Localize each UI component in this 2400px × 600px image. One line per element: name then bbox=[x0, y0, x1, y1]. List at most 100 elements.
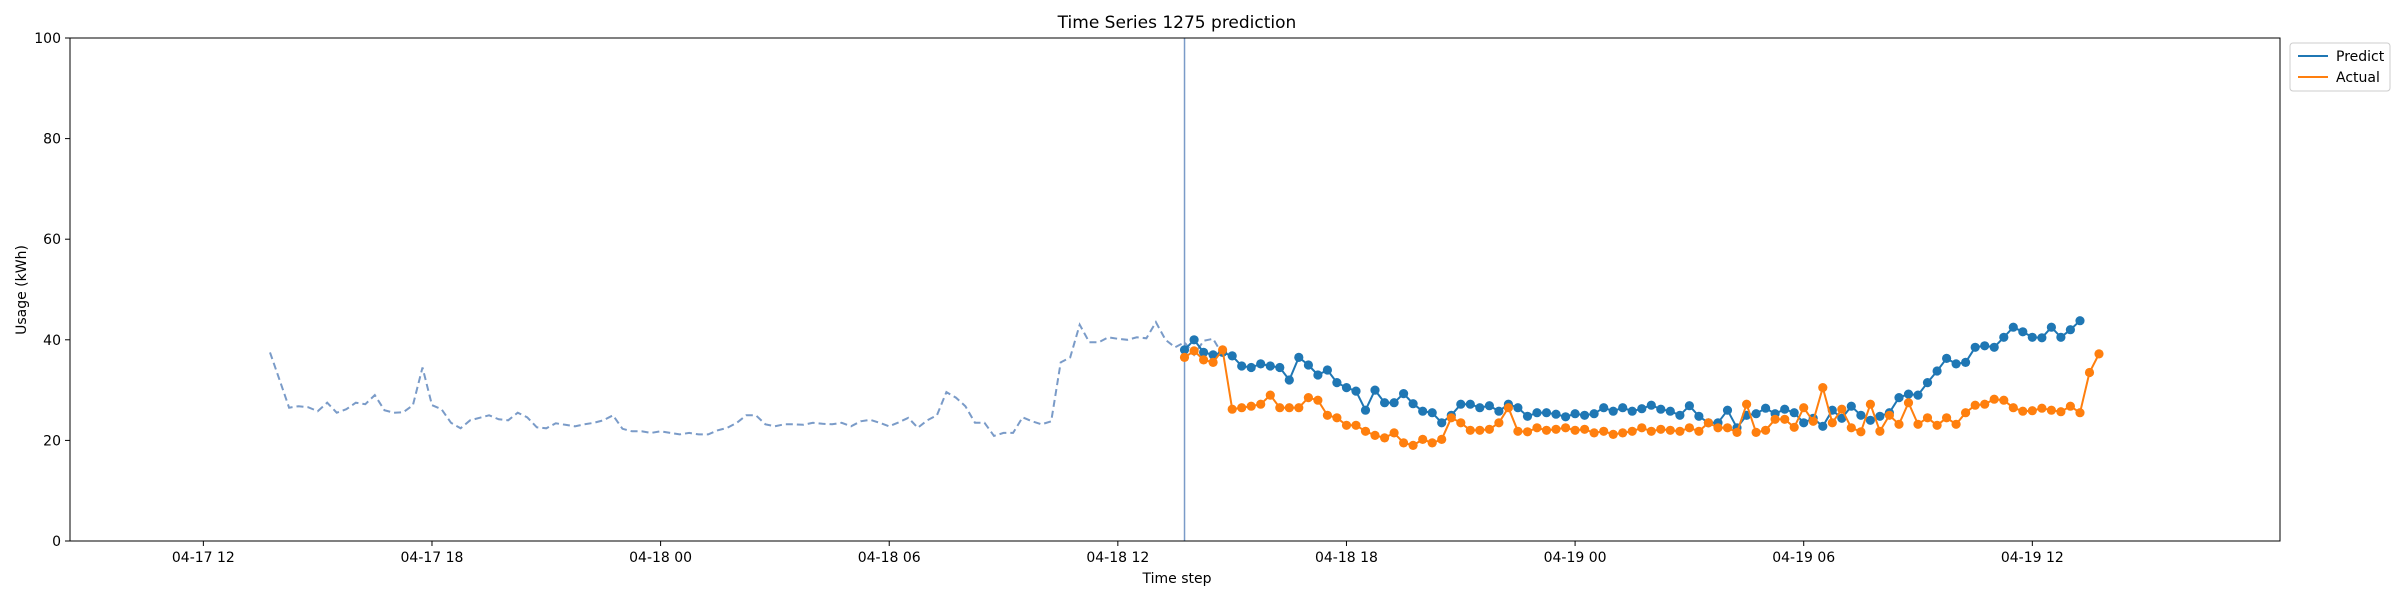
actual-point bbox=[1722, 423, 1733, 433]
predict-point bbox=[1789, 408, 1799, 418]
predict-point bbox=[1408, 399, 1418, 409]
actual-point bbox=[1589, 428, 1599, 438]
predict-point bbox=[1627, 406, 1637, 416]
y-tick-label: 0 bbox=[52, 534, 61, 550]
actual-point bbox=[1351, 420, 1361, 430]
predict-point bbox=[2065, 325, 2075, 335]
predict-point bbox=[1399, 389, 1409, 399]
predict-point bbox=[1380, 398, 1390, 408]
predict-point bbox=[1932, 366, 1942, 376]
predict-point bbox=[1256, 359, 1266, 369]
actual-point bbox=[1856, 427, 1866, 437]
predict-point bbox=[1799, 418, 1809, 428]
actual-point bbox=[1294, 403, 1304, 413]
actual-point bbox=[1446, 413, 1456, 423]
actual-point bbox=[1570, 425, 1580, 435]
actual-point bbox=[1494, 418, 1504, 428]
predict-point bbox=[1179, 345, 1190, 355]
predict-point bbox=[1599, 403, 1609, 413]
predict-point bbox=[2056, 332, 2066, 342]
actual-point bbox=[1703, 418, 1713, 428]
actual-point bbox=[1961, 408, 1971, 418]
predict-point bbox=[1837, 413, 1847, 423]
actual-point bbox=[1370, 430, 1380, 440]
actual-point bbox=[1541, 425, 1552, 435]
predict-point bbox=[1951, 359, 1961, 369]
x-tick-label: 04-17 18 bbox=[401, 550, 464, 566]
actual-point bbox=[1922, 413, 1933, 423]
legend-actual-label: Actual bbox=[2336, 70, 2380, 86]
predict-point bbox=[2008, 322, 2018, 332]
predict-point bbox=[1522, 411, 1533, 421]
actual-point bbox=[1199, 355, 1209, 365]
predict-point bbox=[1875, 411, 1885, 421]
history-line bbox=[269, 320, 1224, 438]
y-tick-label: 80 bbox=[43, 132, 61, 148]
actual-point bbox=[1427, 438, 1437, 448]
actual-point bbox=[1246, 401, 1256, 411]
x-tick-label: 04-18 12 bbox=[1086, 550, 1149, 566]
actual-point bbox=[1942, 413, 1952, 423]
actual-point bbox=[1875, 426, 1885, 436]
predict-point bbox=[1780, 404, 1790, 414]
predict-point bbox=[1389, 398, 1399, 408]
actual-point bbox=[1951, 419, 1961, 429]
predict-point bbox=[1761, 403, 1771, 413]
y-tick-label: 100 bbox=[34, 31, 61, 47]
predict-point bbox=[1694, 411, 1704, 421]
x-tick-label: 04-18 18 bbox=[1315, 550, 1378, 566]
actual-point bbox=[1713, 423, 1723, 433]
actual-point bbox=[1932, 420, 1942, 430]
actual-point bbox=[2008, 403, 2018, 413]
predict-point bbox=[2037, 333, 2047, 343]
actual-point bbox=[1437, 434, 1447, 444]
actual-point bbox=[1522, 427, 1533, 437]
actual-point bbox=[1513, 426, 1523, 436]
actual-point bbox=[2094, 349, 2104, 359]
plot-area bbox=[269, 38, 2104, 541]
actual-point bbox=[1551, 424, 1561, 434]
actual-point bbox=[1894, 419, 1904, 429]
predict-point bbox=[1275, 362, 1285, 373]
actual-point bbox=[1865, 399, 1875, 409]
predict-point bbox=[1656, 404, 1666, 414]
actual-point bbox=[1846, 423, 1856, 433]
predict-point bbox=[1551, 409, 1561, 419]
x-tick-label: 04-19 06 bbox=[1772, 550, 1835, 566]
predict-point bbox=[1618, 403, 1628, 413]
actual-point bbox=[1903, 398, 1914, 408]
actual-point bbox=[1999, 395, 2009, 405]
predict-point bbox=[1465, 399, 1475, 409]
predict-point bbox=[2075, 316, 2085, 326]
actual-point bbox=[1179, 352, 1190, 362]
legend-predict-label: Predict bbox=[2336, 49, 2385, 65]
predict-point bbox=[1189, 335, 1199, 345]
x-tick-label: 04-18 06 bbox=[858, 550, 921, 566]
y-tick-label: 20 bbox=[43, 433, 61, 449]
predict-point bbox=[1418, 406, 1428, 416]
actual-point bbox=[1456, 418, 1466, 428]
actual-point bbox=[1418, 434, 1428, 444]
predict-point bbox=[1818, 421, 1828, 431]
actual-point bbox=[2056, 407, 2066, 417]
actual-point bbox=[1532, 423, 1542, 433]
actual-point bbox=[1332, 413, 1342, 423]
actual-point bbox=[1684, 423, 1694, 433]
predict-point bbox=[1580, 410, 1590, 420]
actual-point bbox=[1465, 425, 1475, 435]
actual-point bbox=[1608, 429, 1618, 439]
actual-point bbox=[1256, 399, 1266, 409]
predict-point bbox=[1846, 401, 1856, 411]
axes: 0 20 40 60 80 100 04-17 12 04-17 18 04-18 00 04-1… bbox=[34, 31, 2281, 566]
predict-point bbox=[1856, 410, 1866, 420]
actual-point bbox=[1208, 357, 1218, 367]
actual-point bbox=[1789, 422, 1799, 432]
predict-point bbox=[1437, 418, 1447, 428]
predict-point bbox=[1865, 415, 1875, 425]
actual-point bbox=[2065, 401, 2075, 411]
predict-point bbox=[1541, 408, 1552, 418]
predict-point bbox=[1722, 405, 1733, 415]
actual-point bbox=[1237, 403, 1247, 413]
actual-point bbox=[1360, 426, 1371, 436]
